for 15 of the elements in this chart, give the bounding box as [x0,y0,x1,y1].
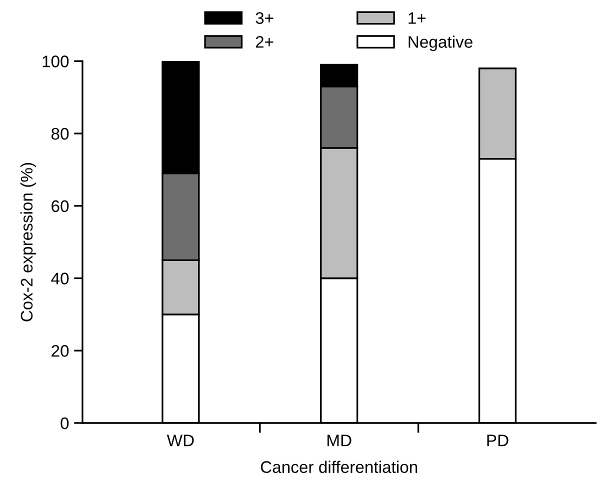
y-tick-label: 0 [60,417,69,430]
x-tick-label: WD [166,434,194,446]
x-tick-label: PD [487,434,508,446]
y-tick-label: 20 [52,345,69,357]
x-tick-label: MD [328,434,352,446]
legend-label: Negative [408,36,472,52]
y-tick-label: 60 [52,200,69,212]
legend-label: 2+ [256,36,274,48]
y-tick-label: 80 [51,128,69,140]
x-axis-title: Cancer differentiation [260,460,418,473]
legend-label: 1+ [408,12,426,24]
y-axis-title: Cox-2 expression (%) [20,162,36,322]
legend-label: 3+ [256,12,274,24]
y-tick-label: 100 [42,56,69,68]
y-tick-label: 40 [51,272,69,284]
